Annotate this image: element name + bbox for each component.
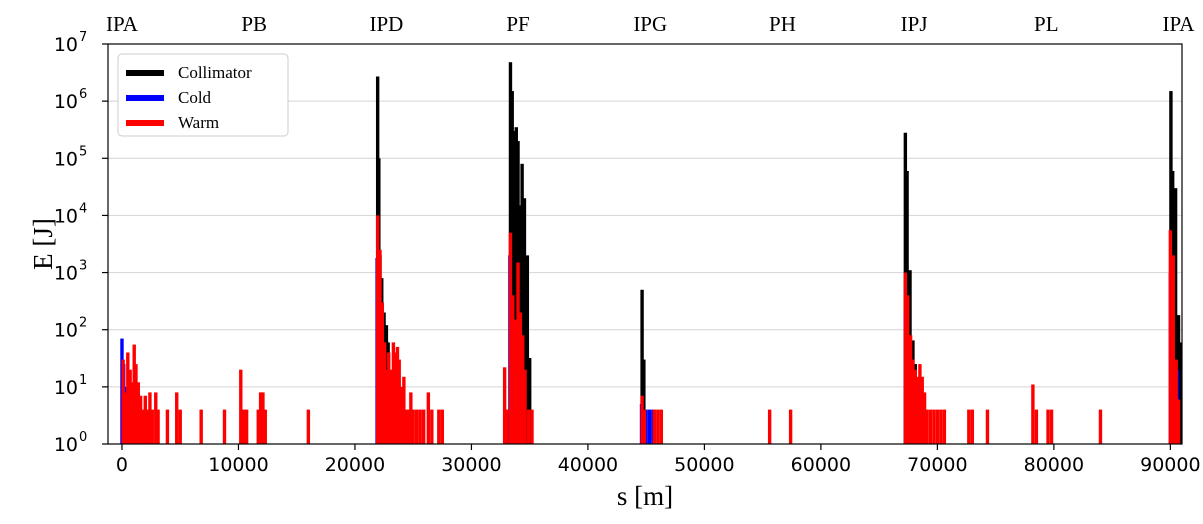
ip-label: PH xyxy=(769,12,796,36)
grid-lines xyxy=(108,101,1182,387)
bar xyxy=(505,410,508,444)
y-tick-exponent: 0 xyxy=(79,430,87,445)
bar xyxy=(527,410,530,444)
bar xyxy=(789,410,792,444)
legend-swatch xyxy=(126,95,164,101)
bar xyxy=(422,410,425,444)
bar xyxy=(239,370,242,444)
ip-label: PL xyxy=(1034,12,1059,36)
bar xyxy=(199,410,202,444)
ip-label: IPD xyxy=(369,12,403,36)
bar xyxy=(427,392,430,444)
bar xyxy=(929,410,932,444)
bar xyxy=(943,410,946,444)
bar xyxy=(653,410,656,444)
x-tick-label: 70000 xyxy=(907,454,967,476)
bar xyxy=(264,410,267,444)
bar xyxy=(151,410,154,444)
y-tick-exponent: 5 xyxy=(79,144,87,159)
bar xyxy=(437,410,440,444)
bar xyxy=(245,410,248,444)
y-tick-label: 10 xyxy=(54,320,78,342)
legend: Collimator Cold Warm xyxy=(118,54,288,136)
x-tick-label: 50000 xyxy=(674,454,734,476)
series-cold xyxy=(120,255,1179,444)
bar xyxy=(967,410,970,444)
bar xyxy=(986,410,989,444)
ip-label: PF xyxy=(506,12,529,36)
bar xyxy=(1177,400,1180,444)
y-tick-exponent: 6 xyxy=(79,87,87,102)
y-tick-label: 10 xyxy=(54,91,78,113)
bar xyxy=(418,410,421,444)
legend-label: Cold xyxy=(178,88,212,107)
y-tick-exponent: 2 xyxy=(79,316,87,331)
bar xyxy=(1172,255,1175,444)
bar xyxy=(223,410,226,444)
bar xyxy=(660,410,663,444)
bar xyxy=(648,410,651,444)
bar xyxy=(643,410,646,444)
bar xyxy=(939,410,942,444)
bar xyxy=(530,410,533,444)
ip-label: IPA xyxy=(1163,12,1196,36)
y-tick-exponent: 3 xyxy=(79,259,87,274)
y-tick-exponent: 7 xyxy=(79,30,87,45)
x-axis-title: s [m] xyxy=(617,481,673,511)
bar xyxy=(936,410,939,444)
bar xyxy=(656,410,659,444)
legend-label: Warm xyxy=(178,113,219,132)
bar xyxy=(156,410,159,444)
bar xyxy=(971,410,974,444)
y-tick-label: 10 xyxy=(54,34,78,56)
bar xyxy=(1099,410,1102,444)
y-tick-label: 10 xyxy=(54,377,78,399)
ip-label: IPG xyxy=(633,12,667,36)
bar xyxy=(430,410,433,444)
bar xyxy=(906,295,909,444)
bar xyxy=(179,410,182,444)
legend-swatch xyxy=(126,120,164,126)
bar xyxy=(166,410,169,444)
bar xyxy=(242,410,245,444)
x-tick-label: 30000 xyxy=(441,454,501,476)
y-tick-label: 10 xyxy=(54,148,78,170)
bar xyxy=(511,295,514,444)
bar xyxy=(441,410,444,444)
bar xyxy=(523,370,526,444)
bar xyxy=(307,410,310,444)
y-axis: 100101102103104105106107 xyxy=(54,30,108,456)
ip-label: IPA xyxy=(106,12,139,36)
bar xyxy=(1046,410,1049,444)
bar xyxy=(925,410,928,444)
bar xyxy=(1035,410,1038,444)
bar xyxy=(175,392,178,444)
bar xyxy=(1050,410,1053,444)
y-tick-label: 10 xyxy=(54,434,78,456)
legend-swatch xyxy=(126,70,164,76)
bar xyxy=(932,410,935,444)
bar xyxy=(415,410,418,444)
bar xyxy=(768,410,771,444)
y-tick-exponent: 4 xyxy=(79,201,87,216)
x-axis: 0 10000 20000 30000 40000 50000 60000 70000 8000… xyxy=(116,444,1201,476)
x-tick-label: 20000 xyxy=(325,454,385,476)
bar xyxy=(411,410,414,444)
x-tick-label: 10000 xyxy=(208,454,268,476)
bar xyxy=(1031,384,1034,444)
x-tick-label: 40000 xyxy=(558,454,618,476)
x-tick-label: 60000 xyxy=(791,454,851,476)
ip-label: PB xyxy=(241,12,267,36)
bar xyxy=(1169,230,1172,444)
ip-label: IPJ xyxy=(901,12,928,36)
x-tick-label: 0 xyxy=(116,454,128,476)
y-axis-title: E [J] xyxy=(28,218,58,270)
legend-label: Collimator xyxy=(178,63,252,82)
x-tick-label: 90000 xyxy=(1140,454,1200,476)
y-tick-exponent: 1 xyxy=(79,373,87,388)
x-tick-label: 80000 xyxy=(1024,454,1084,476)
interaction-point-labels: IPA PB IPD PF IPG PH IPJ PL IPA xyxy=(106,12,1195,36)
